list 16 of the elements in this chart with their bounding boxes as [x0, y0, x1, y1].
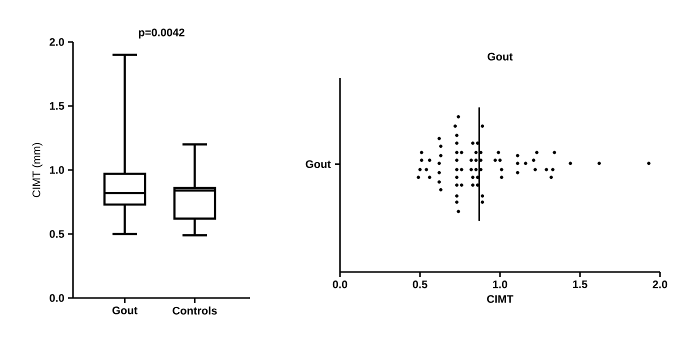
y-axis-title: CIMT (mm): [32, 142, 42, 198]
x-tick-label: 2.0: [652, 280, 668, 288]
x-tick-label: Controls: [172, 306, 217, 315]
x-axis-title: CIMT: [487, 295, 514, 303]
chart-title: Gout: [488, 52, 513, 60]
y-tick-label: 2.0: [50, 38, 64, 46]
y-tick-label: 1.0: [50, 166, 64, 174]
text: Gout: [306, 160, 331, 168]
text: p=0.0042: [138, 28, 184, 38]
x-tick-label: 0.5: [412, 280, 428, 288]
y-tick-label: 0.0: [50, 294, 64, 302]
y-tick-label: 1.5: [50, 102, 64, 110]
x-tick-label: 1.5: [573, 280, 588, 288]
y-tick-label: 0.5: [50, 230, 64, 238]
x-tick-label: 0.0: [332, 280, 348, 288]
x-tick-label: 1.0: [493, 280, 508, 288]
